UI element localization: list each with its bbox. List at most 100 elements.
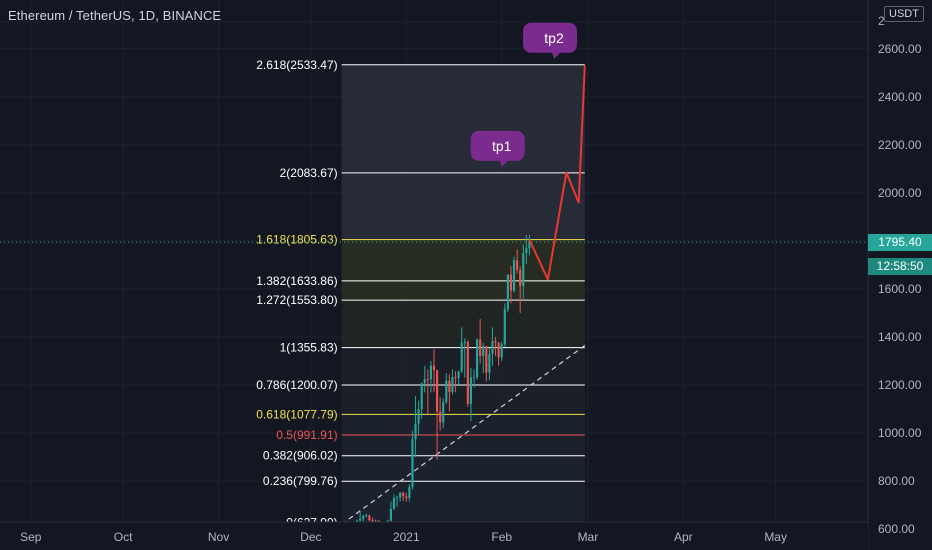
countdown-tag: 12:58:50 [868, 258, 932, 275]
candle-body [463, 341, 466, 343]
price-tick-label: 1000.00 [878, 426, 922, 440]
fib-band [341, 455, 585, 482]
candle-body [482, 346, 485, 356]
currency-badge[interactable]: USDT [884, 6, 924, 22]
fib-band [341, 300, 585, 348]
candle-body [488, 353, 491, 373]
price-tick-label: 2 [878, 14, 885, 28]
candle-body [399, 492, 402, 498]
price-tick-label: 2200.00 [878, 138, 922, 152]
candle-body [442, 401, 445, 423]
fib-level-label: 0.618(1077.79) [256, 407, 337, 421]
fib-level-label: 1.272(1553.80) [256, 293, 337, 307]
callout-bubble [523, 22, 578, 59]
time-tick-label: May [764, 530, 787, 544]
fib-band [341, 481, 585, 523]
time-axis [0, 522, 868, 550]
time-tick-label: Dec [300, 530, 321, 544]
fib-level-label: 0.5(991.91) [276, 428, 337, 442]
candle-body [389, 508, 392, 521]
candle-body [408, 487, 411, 498]
time-tick-label: 2021 [393, 530, 420, 544]
fib-band [341, 64, 585, 173]
candle-body [365, 515, 368, 517]
fib-band [341, 414, 585, 436]
price-tick-label: 1400.00 [878, 330, 922, 344]
candle-body [405, 496, 408, 498]
candle-body [525, 248, 528, 253]
callout-tp1: tp1 [470, 130, 525, 167]
fib-band [341, 280, 585, 301]
fib-band [341, 385, 585, 415]
fib-level-label: 0.382(906.02) [263, 449, 338, 463]
fib-band [341, 172, 585, 240]
candle-body [362, 515, 365, 519]
candle-body [494, 341, 497, 343]
projection-path [528, 65, 586, 281]
candle-body [420, 383, 423, 410]
candle-body [395, 497, 399, 499]
fib-retracement: 2.618(2533.47) 2(2083.67) 1.618(1805.63) 1.… [0, 58, 868, 529]
time-tick-label: Apr [674, 530, 693, 544]
candle-body [368, 515, 371, 521]
time-tick-label: Oct [114, 530, 133, 544]
candle-body [472, 377, 476, 379]
candle-body [509, 274, 513, 291]
price-tick-label: 800.00 [878, 474, 915, 488]
projection-layer [528, 65, 586, 281]
fib-level-label: 1.618(1805.63) [256, 233, 337, 247]
candle-body [497, 342, 500, 358]
candle-body [359, 518, 362, 521]
candle-body [414, 423, 417, 440]
candle-body [512, 260, 516, 291]
candle-body [522, 252, 525, 287]
price-tick-label: 600.00 [878, 522, 915, 536]
fib-band [341, 347, 585, 386]
last-price-tag: 1795.40 [868, 234, 932, 251]
time-tick-label: Sep [20, 530, 42, 544]
callout-layer: tp1 tp2 [470, 22, 578, 167]
time-tick-label: Mar [578, 530, 599, 544]
candle-body [516, 260, 519, 270]
callout-text: tp1 [492, 138, 512, 154]
candle-body [479, 339, 482, 356]
candle-body [503, 309, 506, 345]
price-tick-label: 2000.00 [878, 186, 922, 200]
callout-text: tp2 [544, 30, 564, 46]
candle-body [423, 379, 426, 384]
candle-body [429, 365, 432, 380]
candle-body [439, 411, 442, 423]
candle-body [392, 497, 396, 509]
candle-body [426, 379, 429, 381]
time-tick-label: Feb [491, 530, 512, 544]
candle-body [448, 380, 451, 393]
candle-body [451, 377, 454, 393]
fib-level-label: 0.786(1200.07) [256, 378, 337, 392]
price-tick-label: 2600.00 [878, 42, 922, 56]
candle-body [506, 274, 509, 310]
candle-body [460, 342, 463, 372]
price-tick-label: 2400.00 [878, 90, 922, 104]
candle-body [491, 341, 494, 354]
candle-body [411, 439, 414, 488]
time-tick-label: Nov [208, 530, 229, 544]
fib-level-label: 0.236(799.76) [263, 474, 338, 488]
price-axis [868, 0, 932, 550]
candle-body [454, 377, 457, 379]
callout-tp2: tp2 [523, 22, 578, 59]
fib-level-label: 2(2083.67) [280, 166, 338, 180]
chart-title: Ethereum / TetherUS, 1D, BINANCE [8, 8, 222, 23]
candle-body [519, 269, 522, 287]
fib-band [341, 435, 585, 456]
candle-body [432, 365, 436, 371]
candle-body [469, 377, 473, 404]
candle-body [528, 242, 531, 249]
callout-bubble [470, 130, 525, 167]
candle-body [476, 339, 479, 378]
candle-body [402, 492, 405, 497]
candle-body [436, 370, 439, 412]
price-tick-label: 1200.00 [878, 378, 922, 392]
candle-body [445, 380, 448, 402]
